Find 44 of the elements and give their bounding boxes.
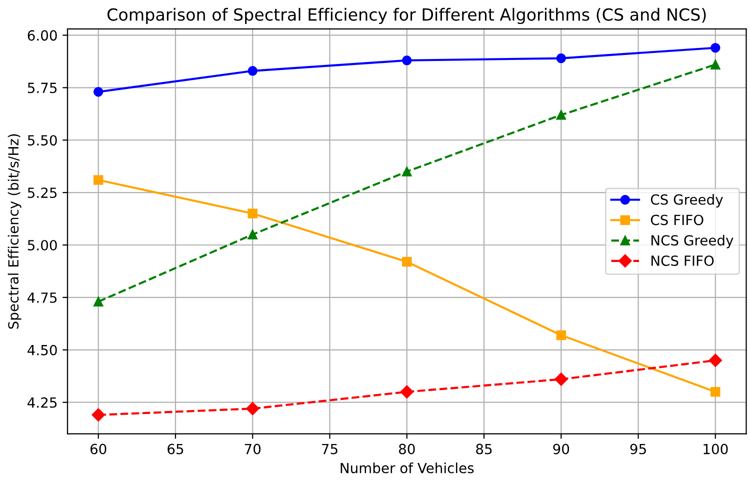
- legend-label: NCS Greedy: [652, 234, 734, 248]
- legend-label: CS FIFO: [650, 214, 704, 226]
- x-tick-label: 60: [90, 444, 106, 454]
- legend-label: NCS FIFO: [652, 255, 714, 266]
- point: [93, 86, 104, 97]
- point: [400, 385, 414, 398]
- chart-title: Comparison of Spectral Efficiency for Different Algorithms (CS and NCS): [107, 8, 706, 24]
- y-tick-label: 4.50: [28, 344, 57, 356]
- y-tick-label: 5.25: [28, 188, 57, 198]
- point: [556, 330, 566, 340]
- x-tick-label: 80: [398, 444, 415, 454]
- point: [93, 175, 104, 185]
- point: [554, 372, 568, 386]
- y-tick-label: 4.25: [28, 397, 57, 408]
- point: [246, 402, 260, 416]
- x-tick-label: 75: [322, 444, 338, 454]
- x-tick-label: 90: [553, 444, 570, 454]
- point: [708, 354, 722, 367]
- point: [402, 166, 412, 176]
- point: [402, 256, 412, 267]
- point: [92, 408, 105, 422]
- legend-label: CS Greedy: [650, 194, 723, 208]
- x-tick-label: 70: [244, 444, 261, 454]
- point: [93, 296, 104, 306]
- x-tick-label: 85: [476, 444, 492, 454]
- y-tick-label: 5.75: [28, 82, 57, 94]
- x-tick-label: 65: [168, 444, 184, 454]
- y-tick-label: 4.75: [28, 292, 57, 303]
- y-tick-label: 5.50: [28, 135, 57, 146]
- point: [402, 56, 412, 66]
- point: [710, 386, 720, 397]
- point: [248, 66, 258, 76]
- x-tick-label: 100: [704, 444, 728, 454]
- point: [248, 230, 258, 240]
- point: [556, 110, 566, 120]
- x-axis-title: Number of Vehicles: [340, 462, 474, 474]
- point: [710, 42, 720, 53]
- x-tick-label: 95: [630, 444, 646, 454]
- point: [248, 208, 258, 218]
- point: [556, 53, 566, 64]
- y-axis-title: Spectral Efficiency (bit/s/Hz): [8, 134, 22, 329]
- y-tick-label: 6.00: [28, 30, 57, 41]
- y-tick-label: 5.00: [28, 240, 57, 250]
- point: [710, 60, 720, 70]
